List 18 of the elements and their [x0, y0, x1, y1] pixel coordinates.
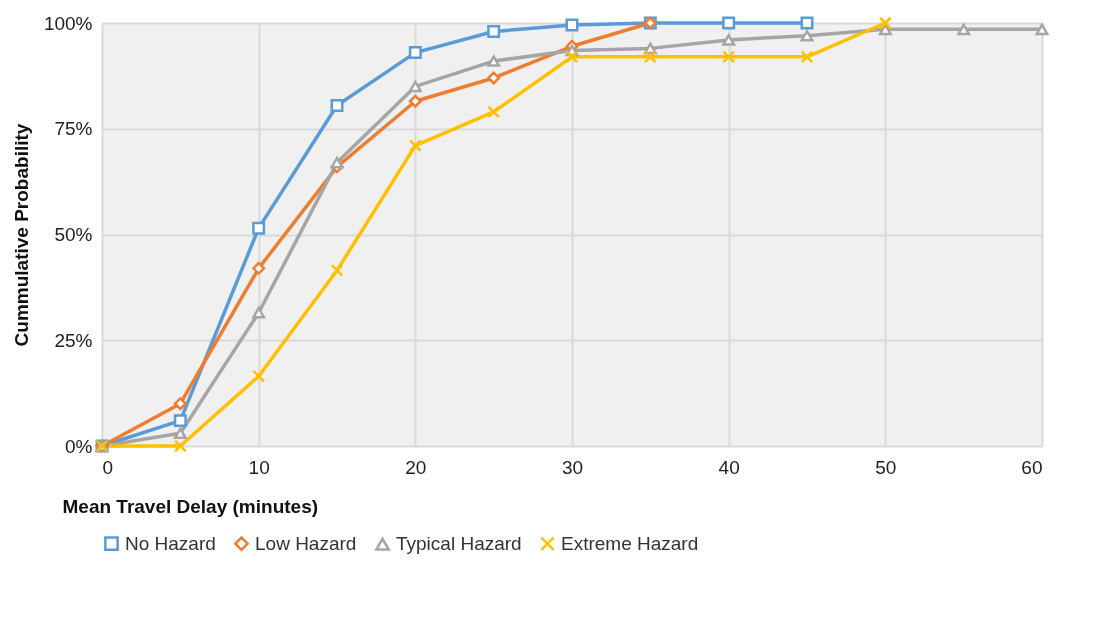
- legend-label: Extreme Hazard: [561, 532, 699, 554]
- y-tick-label: 50%: [54, 224, 93, 245]
- x-axis-title: Mean Travel Delay (minutes): [62, 495, 319, 517]
- x-tick-label: 0: [102, 456, 114, 478]
- x-tick-label: 30: [561, 456, 584, 478]
- y-tick-label: 100%: [43, 12, 93, 34]
- x-tick-label: 60: [1021, 456, 1043, 478]
- legend-label: No Hazard: [125, 532, 216, 554]
- y-tick-label: 25%: [54, 329, 93, 351]
- y-tick-label: 75%: [54, 118, 93, 140]
- y-axis-title: Cummulative Probability: [10, 123, 32, 347]
- x-tick-label: 20: [405, 456, 427, 478]
- y-tick-label: 0%: [65, 435, 93, 457]
- x-tick-label: 40: [718, 456, 740, 478]
- x-tick-label: 50: [875, 456, 897, 478]
- x-tick-label: 10: [248, 456, 270, 478]
- legend-label: Low Hazard: [255, 532, 357, 554]
- legend-label: Typical Hazard: [396, 533, 522, 555]
